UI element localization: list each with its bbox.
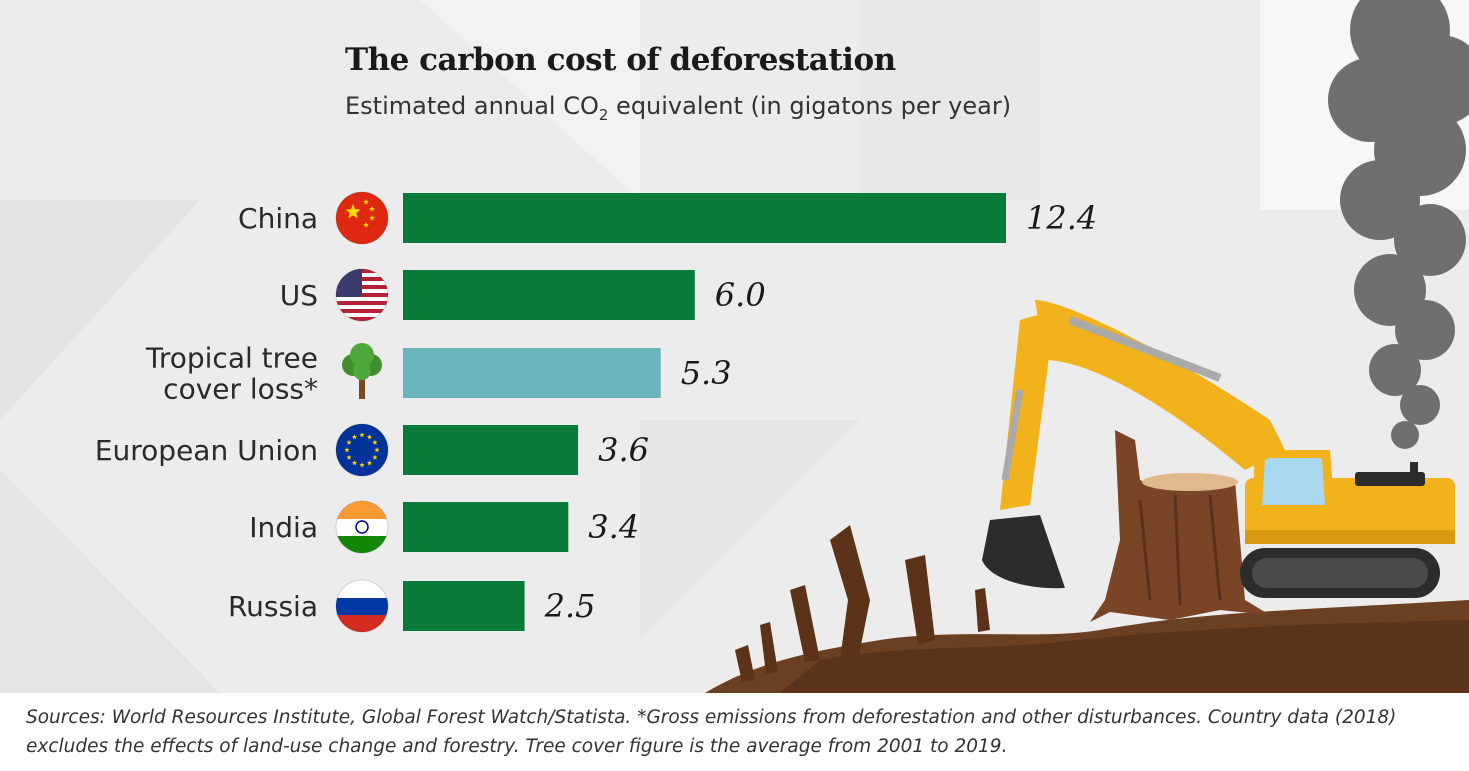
value-label: 12.4 bbox=[1026, 199, 1097, 237]
category-label: European Union bbox=[95, 434, 318, 467]
category-label: India bbox=[249, 511, 318, 544]
bar bbox=[403, 502, 569, 552]
category-label: Russia bbox=[228, 590, 318, 623]
source-note: Sources: World Resources Institute, Glob… bbox=[26, 707, 1397, 757]
bar-row: 3.4 India bbox=[249, 500, 639, 554]
bar bbox=[403, 193, 1006, 243]
value-label: 3.6 bbox=[598, 431, 649, 469]
bar-row: 12.4 China bbox=[238, 191, 1097, 245]
category-label: US bbox=[280, 279, 318, 312]
eu-flag-icon bbox=[335, 423, 389, 477]
value-label: 3.4 bbox=[588, 508, 639, 546]
tree-icon bbox=[342, 343, 382, 399]
value-label: 5.3 bbox=[681, 354, 732, 392]
russia-flag-icon bbox=[335, 579, 389, 633]
bar-row: 2.5 Russia bbox=[228, 579, 596, 633]
value-label: 2.5 bbox=[544, 587, 596, 625]
source-footer: Sources: World Resources Institute, Glob… bbox=[0, 693, 1469, 771]
chart-title: The carbon cost of deforestation bbox=[345, 42, 896, 78]
india-flag-icon bbox=[335, 500, 389, 554]
background-illustration bbox=[705, 0, 1469, 693]
bar bbox=[403, 425, 579, 475]
bar bbox=[403, 270, 695, 320]
bar-row: 3.6 European Union bbox=[95, 423, 649, 477]
infographic: The carbon cost of deforestation Estimat… bbox=[94, 0, 1469, 693]
bar-row: 6.0 US bbox=[280, 268, 766, 322]
bar bbox=[403, 581, 525, 631]
category-label: cover loss* bbox=[163, 373, 318, 406]
category-label: China bbox=[238, 202, 318, 235]
excavator-icon bbox=[982, 300, 1455, 598]
chart-subtitle: Estimated annual CO2 equivalent (in giga… bbox=[345, 92, 1012, 124]
bar bbox=[403, 348, 661, 398]
tree-stump-icon bbox=[1090, 430, 1270, 622]
category-label: Tropical tree bbox=[145, 342, 318, 375]
china-flag-icon bbox=[335, 191, 389, 245]
value-label: 6.0 bbox=[715, 276, 766, 314]
smoke-icon bbox=[1328, 0, 1469, 449]
us-flag-icon bbox=[335, 268, 389, 322]
